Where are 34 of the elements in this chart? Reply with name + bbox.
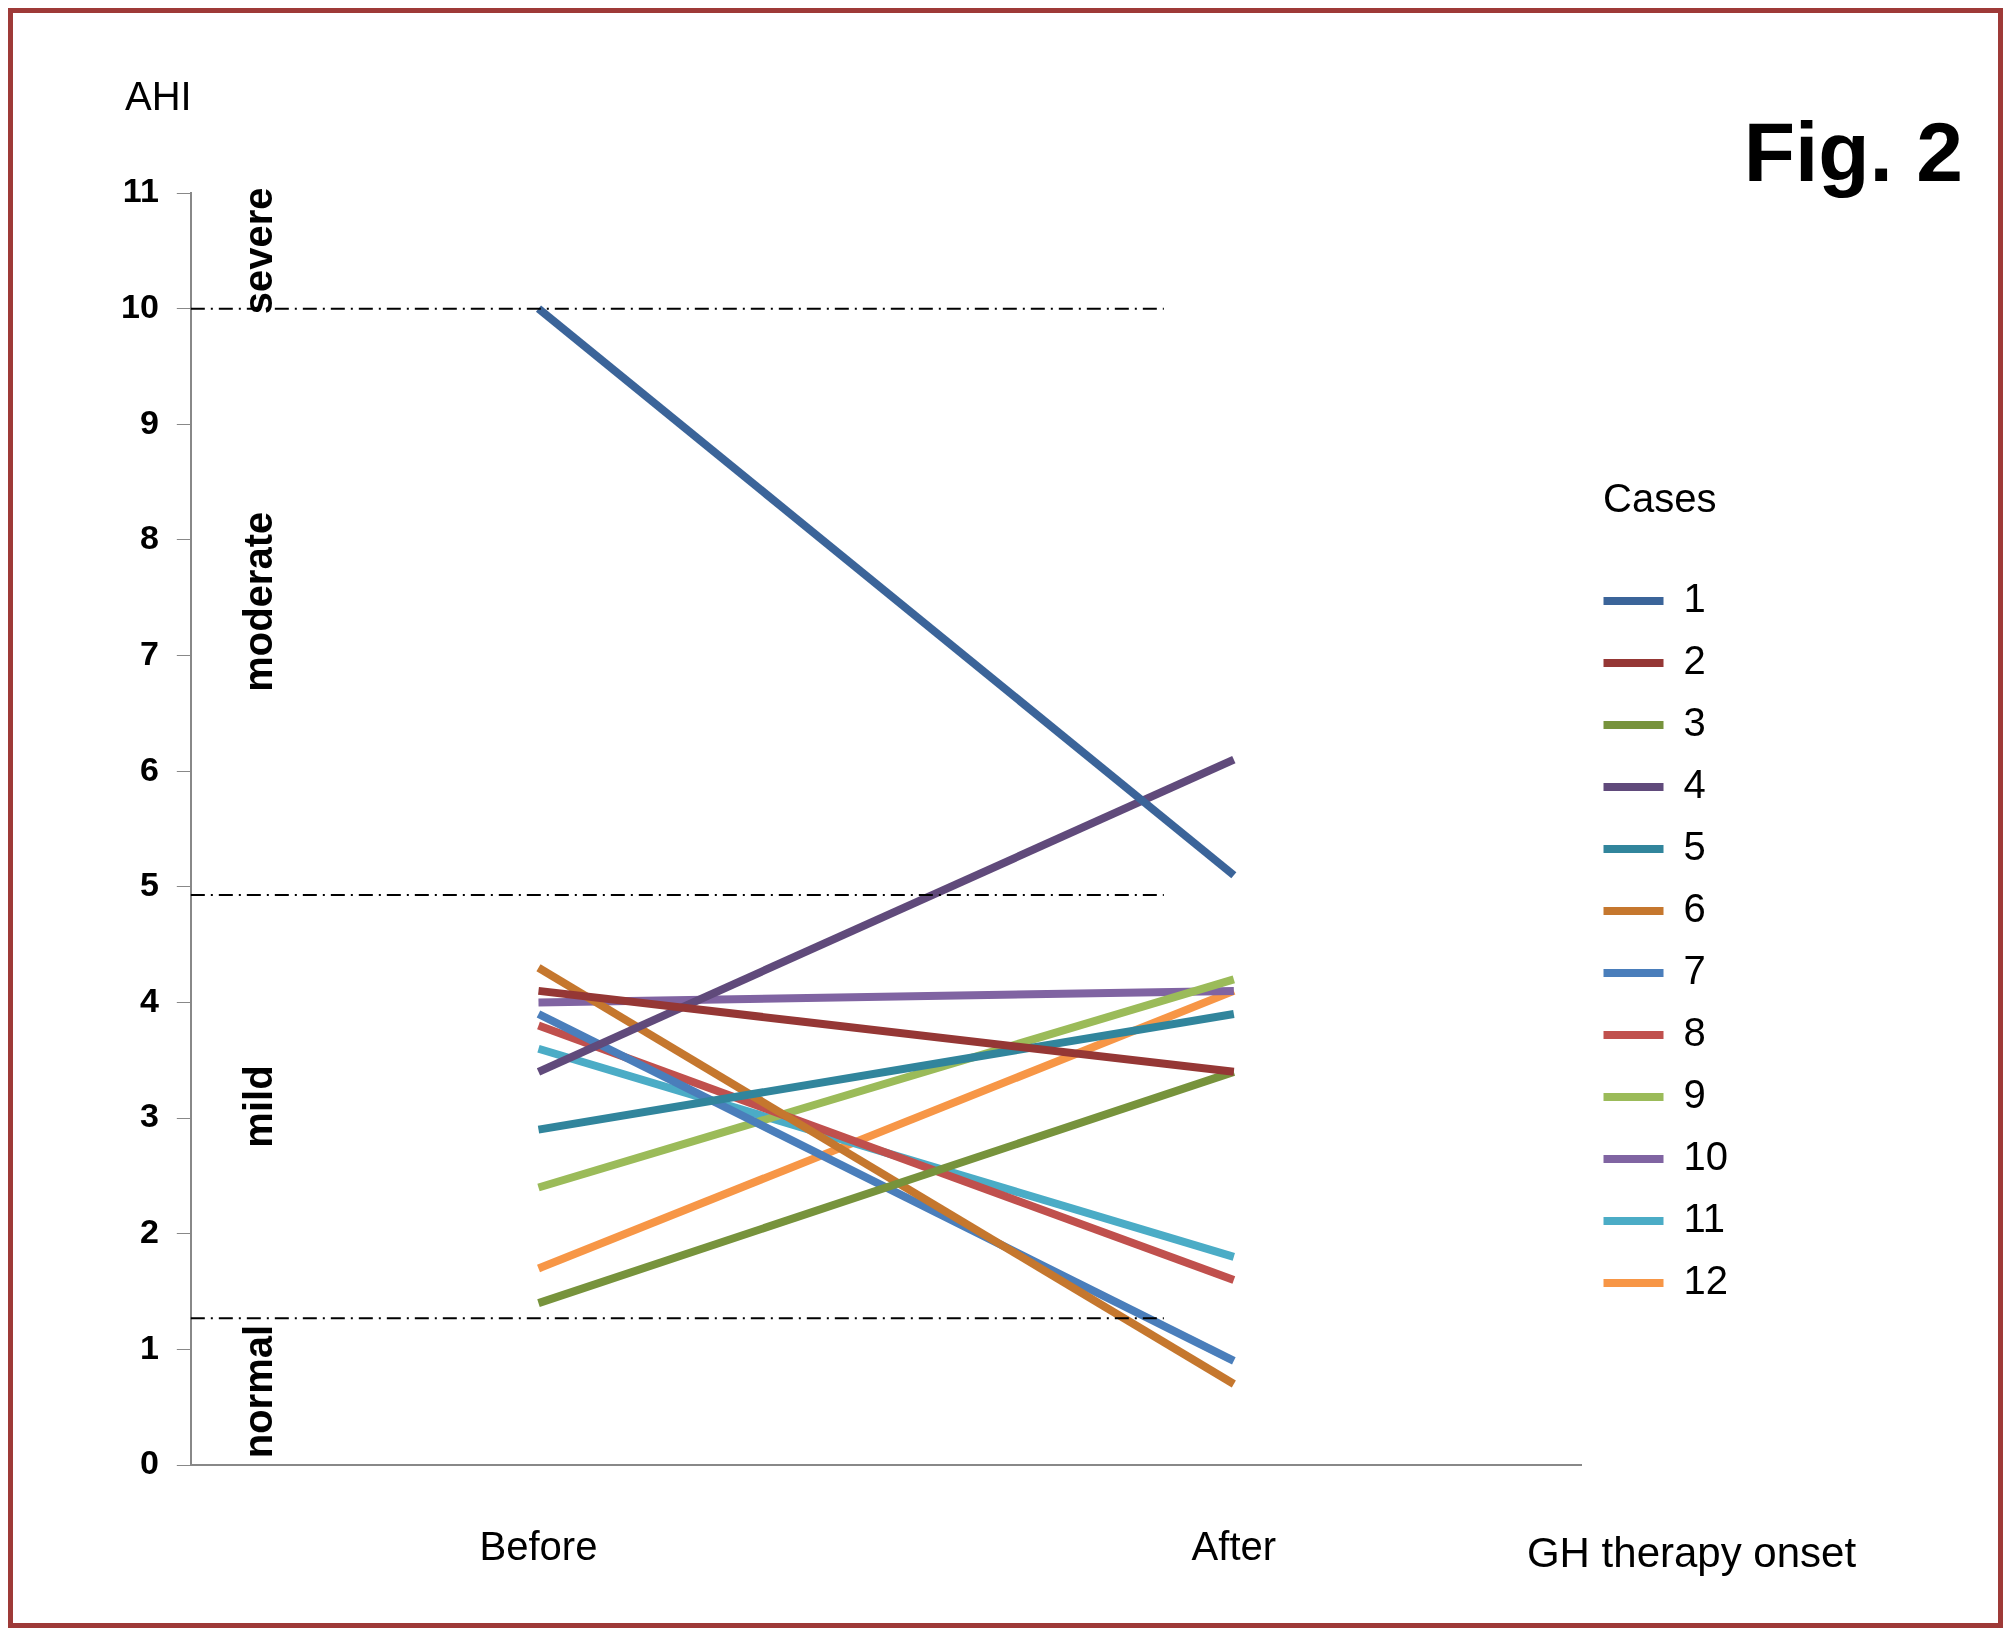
legend-title: Cases [1603,476,1717,521]
y-tick-label: 4 [139,980,159,1019]
legend-label: 6 [1683,886,1706,931]
y-tick-label: 7 [139,633,159,672]
legend-label: 4 [1683,762,1706,807]
legend-label: 9 [1683,1072,1706,1117]
y-tick-label: 0 [139,1443,159,1482]
x-tick-label: Before [479,1524,598,1569]
y-tick-label: 10 [120,287,159,326]
legend-label: 2 [1683,638,1706,683]
annotation: severe [235,187,280,315]
legend-label: 3 [1683,700,1706,745]
annotation: moderate [235,511,280,692]
legend-label: 11 [1683,1196,1726,1241]
y-tick-label: 3 [139,1096,159,1135]
y-tick-label: 2 [139,1212,159,1251]
y-tick-label: 11 [122,171,159,210]
text: GH therapy onset [1526,1528,1857,1576]
legend-label: 12 [1683,1258,1729,1303]
legend-label: 10 [1683,1134,1729,1179]
annotation: mild [235,1065,280,1148]
x-tick-label: After [1191,1524,1277,1569]
legend-label: 8 [1683,1010,1706,1055]
y-axis-title: AHI [125,74,192,119]
legend-label: 5 [1683,824,1706,869]
legend-label: 7 [1683,948,1706,993]
annotation: normal [235,1324,280,1459]
y-tick-label: 6 [139,749,159,788]
y-tick-label: 8 [139,518,159,557]
text: Fig. 2 [1743,105,1963,200]
legend-label: 1 [1683,576,1706,621]
y-tick-label: 9 [139,402,159,441]
y-tick-label: 1 [139,1327,159,1366]
y-tick-label: 5 [139,865,159,904]
